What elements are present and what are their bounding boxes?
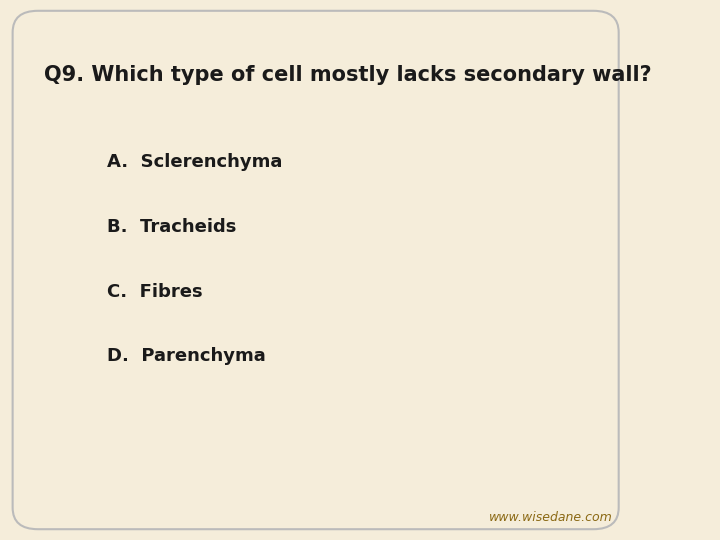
Text: A.  Sclerenchyma: A. Sclerenchyma — [107, 153, 283, 171]
Text: B.  Tracheids: B. Tracheids — [107, 218, 237, 236]
FancyBboxPatch shape — [13, 11, 618, 529]
Text: D.  Parenchyma: D. Parenchyma — [107, 347, 266, 366]
Text: www.wisedane.com: www.wisedane.com — [489, 511, 613, 524]
Text: Q9. Which type of cell mostly lacks secondary wall?: Q9. Which type of cell mostly lacks seco… — [44, 65, 652, 85]
Text: C.  Fibres: C. Fibres — [107, 282, 203, 301]
